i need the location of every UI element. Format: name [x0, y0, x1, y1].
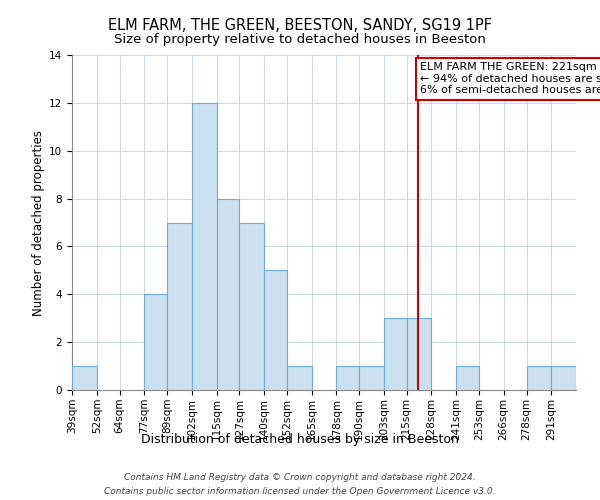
Bar — [551, 366, 576, 390]
Text: ELM FARM THE GREEN: 221sqm
← 94% of detached houses are smaller (51)
6% of semi-: ELM FARM THE GREEN: 221sqm ← 94% of deta… — [420, 62, 600, 96]
Bar — [287, 366, 311, 390]
Text: Contains public sector information licensed under the Open Government Licence v3: Contains public sector information licen… — [104, 486, 496, 496]
Bar — [359, 366, 384, 390]
Text: Distribution of detached houses by size in Beeston: Distribution of detached houses by size … — [141, 432, 459, 446]
Bar — [192, 103, 217, 390]
Text: Contains HM Land Registry data © Crown copyright and database right 2024.: Contains HM Land Registry data © Crown c… — [124, 473, 476, 482]
Bar — [72, 366, 97, 390]
Y-axis label: Number of detached properties: Number of detached properties — [32, 130, 45, 316]
Bar — [144, 294, 167, 390]
Bar — [456, 366, 479, 390]
Text: Size of property relative to detached houses in Beeston: Size of property relative to detached ho… — [114, 32, 486, 46]
Bar — [264, 270, 287, 390]
Bar — [167, 222, 192, 390]
Bar — [384, 318, 407, 390]
Bar — [527, 366, 551, 390]
Text: ELM FARM, THE GREEN, BEESTON, SANDY, SG19 1PF: ELM FARM, THE GREEN, BEESTON, SANDY, SG1… — [108, 18, 492, 32]
Bar — [337, 366, 359, 390]
Bar — [217, 198, 239, 390]
Bar — [239, 222, 264, 390]
Bar — [407, 318, 431, 390]
